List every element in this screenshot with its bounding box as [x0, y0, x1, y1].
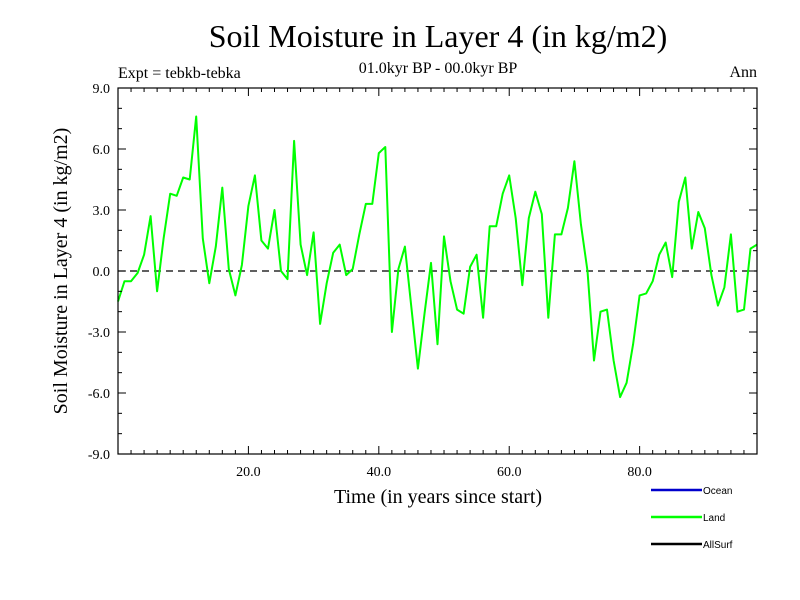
y-tick-label: 6.0 — [93, 143, 111, 158]
legend-label-ocean: Ocean — [703, 486, 732, 497]
chart-subtitle: 01.0kyr BP - 00.0kyr BP — [359, 60, 518, 77]
plot-area: -9.0 -6.0 -3.0 0.0 3.0 6.0 9.0 20.0 40.0 60.0 80.0 — [88, 82, 758, 480]
y-tick-label: -6.0 — [88, 387, 110, 402]
season-label: Ann — [729, 64, 757, 81]
legend-label-land: Land — [703, 513, 725, 524]
legend-label-allsurf: AllSurf — [703, 540, 733, 551]
x-axis-label: Time (in years since start) — [334, 486, 542, 508]
y-tick-label: -9.0 — [88, 448, 110, 463]
x-tick-label: 20.0 — [236, 465, 261, 480]
y-tick-label: -3.0 — [88, 326, 110, 341]
experiment-label: Expt = tebkb-tebka — [118, 65, 241, 82]
chart-title: Soil Moisture in Layer 4 (in kg/m2) — [209, 18, 668, 54]
x-tick-label: 60.0 — [497, 465, 522, 480]
y-axis-label: Soil Moisture in Layer 4 (in kg/m2) — [50, 128, 72, 415]
y-tick-label: 3.0 — [93, 204, 111, 219]
y-tick-label: 9.0 — [93, 82, 111, 97]
x-tick-label: 40.0 — [367, 465, 392, 480]
series-line-land — [117, 115, 758, 399]
y-tick-label: 0.0 — [93, 265, 111, 280]
x-tick-label: 80.0 — [627, 465, 652, 480]
legend: Ocean Land AllSurf — [651, 486, 733, 551]
